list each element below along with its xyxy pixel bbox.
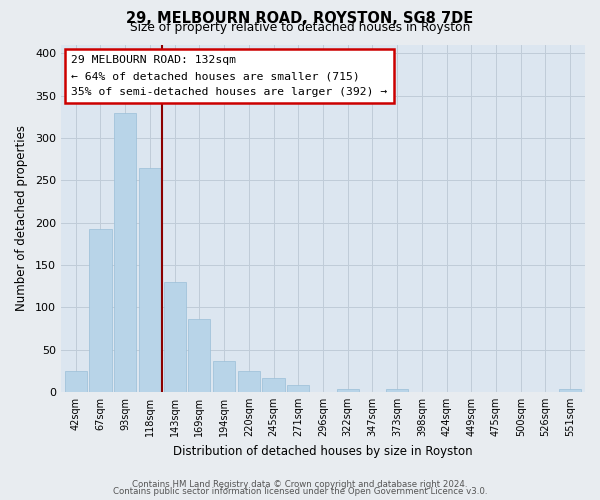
Bar (559, 390, 581, 392)
Bar (89, 228, 112, 392)
Bar (337, 388, 359, 392)
Bar (164, 282, 186, 392)
Bar (213, 360, 235, 392)
Bar (139, 168, 161, 392)
Bar (262, 378, 284, 392)
X-axis label: Distribution of detached houses by size in Royston: Distribution of detached houses by size … (173, 444, 473, 458)
Bar (188, 319, 211, 392)
Bar (386, 388, 408, 392)
Bar (287, 385, 310, 392)
Text: Size of property relative to detached houses in Royston: Size of property relative to detached ho… (130, 22, 470, 35)
Text: 29, MELBOURN ROAD, ROYSTON, SG8 7DE: 29, MELBOURN ROAD, ROYSTON, SG8 7DE (127, 11, 473, 26)
Y-axis label: Number of detached properties: Number of detached properties (15, 126, 28, 312)
Bar (238, 371, 260, 392)
Text: Contains HM Land Registry data © Crown copyright and database right 2024.: Contains HM Land Registry data © Crown c… (132, 480, 468, 489)
Text: Contains public sector information licensed under the Open Government Licence v3: Contains public sector information licen… (113, 488, 487, 496)
Bar (114, 112, 136, 392)
Bar (65, 371, 87, 392)
Text: 29 MELBOURN ROAD: 132sqm
← 64% of detached houses are smaller (715)
35% of semi-: 29 MELBOURN ROAD: 132sqm ← 64% of detach… (71, 56, 388, 96)
